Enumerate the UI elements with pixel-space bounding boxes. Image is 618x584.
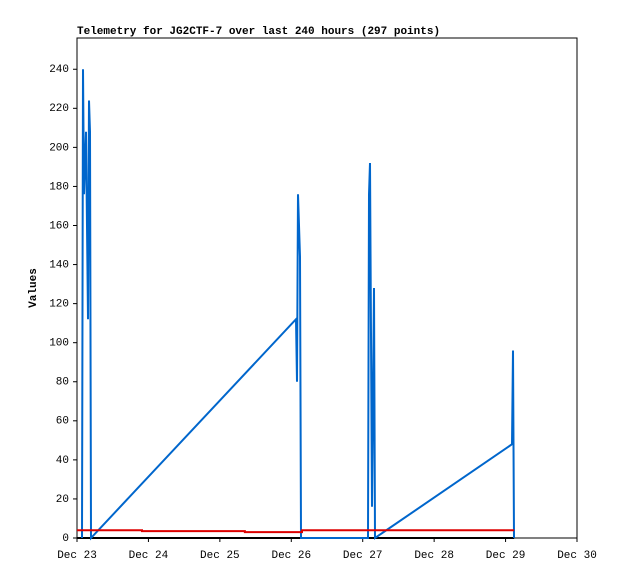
y-tick-label: 140 [49, 259, 69, 271]
series-line [81, 69, 515, 541]
y-tick-label: 220 [49, 103, 69, 115]
series-line [77, 529, 515, 534]
x-tick-label: Dec 26 [271, 550, 311, 562]
plot-frame [76, 37, 578, 539]
x-tick-label: Dec 27 [343, 550, 383, 562]
y-axis-label: Values [28, 268, 40, 308]
x-tick-label: Dec 30 [557, 550, 597, 562]
x-tick-label: Dec 29 [486, 550, 526, 562]
y-tick-label: 160 [49, 220, 69, 232]
y-tick-label: 0 [62, 533, 69, 545]
x-tick-label: Dec 23 [57, 550, 97, 562]
y-tick-label: 120 [49, 299, 69, 311]
chart-title: Telemetry for JG2CTF-7 over last 240 hou… [77, 26, 440, 38]
y-tick-label: 240 [49, 64, 69, 76]
y-tick-label: 20 [56, 494, 69, 506]
y-tick-label: 40 [56, 455, 69, 467]
y-tick-label: 80 [56, 377, 69, 389]
y-tick-label: 60 [56, 416, 69, 428]
y-tick-label: 100 [49, 338, 69, 350]
y-tick-label: 180 [49, 181, 69, 193]
y-tick-label: 200 [49, 142, 69, 154]
x-tick-label: Dec 28 [414, 550, 454, 562]
x-tick-label: Dec 25 [200, 550, 240, 562]
x-tick-label: Dec 24 [129, 550, 169, 562]
